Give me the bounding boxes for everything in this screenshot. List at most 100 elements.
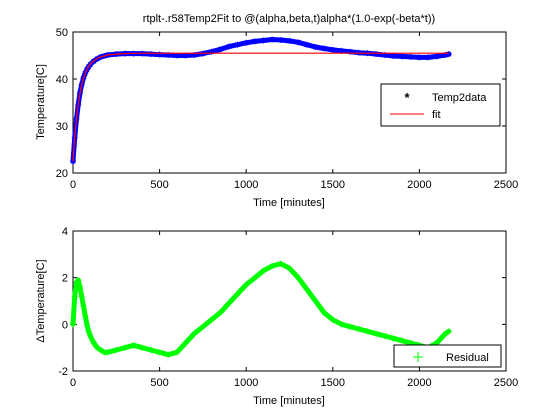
data-point-residual bbox=[251, 274, 258, 281]
data-point-residual bbox=[364, 328, 371, 335]
data-point-residual bbox=[347, 323, 354, 330]
data-point-temp2data bbox=[445, 51, 452, 58]
data-point-temp2data bbox=[147, 51, 154, 58]
data-point-residual bbox=[445, 328, 452, 335]
data-point-residual bbox=[85, 328, 92, 335]
residual-y-tick-label: 4 bbox=[62, 226, 68, 238]
data-point-temp2data bbox=[225, 43, 232, 50]
data-point-residual bbox=[399, 337, 406, 344]
temperature-chart-title: rtplt-.r58Temp2Fit to @(alpha,beta,t)alp… bbox=[143, 13, 435, 25]
data-point-residual bbox=[156, 349, 163, 356]
temperature-legend: * Temp2data fit bbox=[380, 83, 501, 127]
temperature-y-tick-label: 50 bbox=[56, 27, 68, 39]
data-point-temp2data bbox=[286, 37, 293, 44]
data-point-residual bbox=[390, 335, 397, 342]
data-point-temp2data bbox=[243, 39, 250, 46]
data-point-residual bbox=[286, 265, 293, 272]
temperature-x-tick-label: 0 bbox=[70, 179, 76, 191]
data-point-temp2data bbox=[295, 39, 302, 46]
residual-x-axis-label: Time [minutes] bbox=[253, 395, 325, 407]
data-point-residual bbox=[165, 351, 172, 358]
data-point-temp2data bbox=[425, 54, 432, 61]
data-point-temp2data bbox=[277, 36, 284, 43]
data-point-residual bbox=[373, 330, 380, 337]
data-point-residual bbox=[329, 316, 336, 323]
residual-x-tick-label: 1500 bbox=[321, 377, 345, 389]
residual-x-tick-label: 2000 bbox=[407, 377, 431, 389]
data-point-residual bbox=[321, 309, 328, 316]
temperature-y-axis-label: Temperature[C] bbox=[35, 64, 47, 140]
data-point-residual bbox=[147, 347, 154, 353]
data-point-residual bbox=[199, 323, 206, 330]
temperature-x-tick-label: 2500 bbox=[494, 179, 518, 191]
data-point-temp2data bbox=[234, 41, 241, 48]
data-point-residual bbox=[83, 321, 90, 328]
data-point-residual bbox=[295, 274, 302, 281]
data-point-residual bbox=[82, 312, 89, 318]
data-point-temp2data bbox=[329, 46, 336, 53]
data-point-residual bbox=[71, 293, 78, 300]
data-point-residual bbox=[97, 347, 104, 353]
data-point-temp2data bbox=[260, 37, 267, 44]
data-point-residual bbox=[139, 344, 146, 351]
data-point-temp2data bbox=[373, 51, 380, 58]
series-line-fit bbox=[72, 52, 449, 162]
data-point-residual bbox=[94, 344, 101, 351]
residual-legend-box bbox=[393, 344, 502, 368]
legend-marker-temp2data: * bbox=[404, 90, 410, 105]
data-point-residual bbox=[104, 349, 111, 356]
legend-label-temp2data: Temp2data bbox=[432, 92, 487, 104]
data-point-residual bbox=[260, 267, 267, 274]
data-point-residual bbox=[381, 333, 388, 339]
data-point-residual bbox=[338, 321, 345, 328]
data-point-temp2data bbox=[399, 53, 406, 60]
data-point-residual bbox=[87, 333, 94, 339]
temperature-series-layer bbox=[70, 36, 452, 165]
data-point-residual bbox=[355, 326, 362, 332]
residual-x-ticks: 0 500 1000 1500 2000 2500 bbox=[70, 231, 518, 389]
data-point-temp2data bbox=[312, 44, 319, 51]
data-point-residual bbox=[442, 330, 449, 337]
data-point-residual bbox=[182, 340, 189, 346]
residual-x-tick-label: 1000 bbox=[234, 377, 258, 389]
data-point-residual bbox=[80, 302, 87, 309]
data-point-residual bbox=[191, 330, 198, 337]
data-point-temp2data bbox=[390, 52, 397, 59]
data-point-temp2data bbox=[347, 48, 354, 55]
residual-y-tick-label: 2 bbox=[62, 273, 68, 285]
temperature-y-ticks: 20 30 40 50 bbox=[56, 27, 506, 180]
data-point-temp2data bbox=[217, 46, 224, 53]
data-point-temp2data bbox=[208, 48, 215, 55]
residual-y-tick-label: -2 bbox=[58, 366, 68, 378]
residual-legend: Residual bbox=[393, 344, 502, 368]
legend-label-fit: fit bbox=[432, 109, 441, 121]
data-point-residual bbox=[269, 263, 276, 269]
data-point-temp2data bbox=[321, 45, 328, 52]
data-point-residual bbox=[90, 340, 97, 346]
residual-y-tick-label: 0 bbox=[62, 319, 68, 331]
data-point-residual bbox=[303, 286, 310, 293]
data-point-residual bbox=[225, 300, 232, 307]
data-point-residual bbox=[173, 349, 180, 356]
data-point-residual bbox=[70, 321, 76, 328]
residual-x-tick-label: 0 bbox=[70, 377, 76, 389]
data-point-residual bbox=[75, 277, 82, 283]
temperature-legend-box bbox=[380, 83, 501, 127]
data-point-temp2data bbox=[416, 54, 423, 61]
temperature-x-tick-label: 1500 bbox=[321, 179, 345, 191]
temperature-y-tick-label: 30 bbox=[56, 121, 68, 133]
residual-y-ticks: -2 0 2 4 bbox=[58, 226, 506, 378]
legend-marker-residual bbox=[413, 352, 423, 362]
temperature-x-axis-label: Time [minutes] bbox=[253, 197, 325, 209]
temperature-y-tick-label: 40 bbox=[56, 74, 68, 86]
data-point-residual bbox=[121, 344, 128, 351]
data-point-temp2data bbox=[251, 38, 258, 45]
data-point-temp2data bbox=[303, 41, 310, 48]
temperature-x-tick-label: 1000 bbox=[234, 179, 258, 191]
legend-label-residual: Residual bbox=[446, 352, 489, 364]
temperature-x-tick-label: 2000 bbox=[407, 179, 431, 191]
data-point-residual bbox=[234, 291, 241, 297]
data-point-temp2data bbox=[407, 53, 414, 60]
data-point-residual bbox=[113, 347, 120, 353]
